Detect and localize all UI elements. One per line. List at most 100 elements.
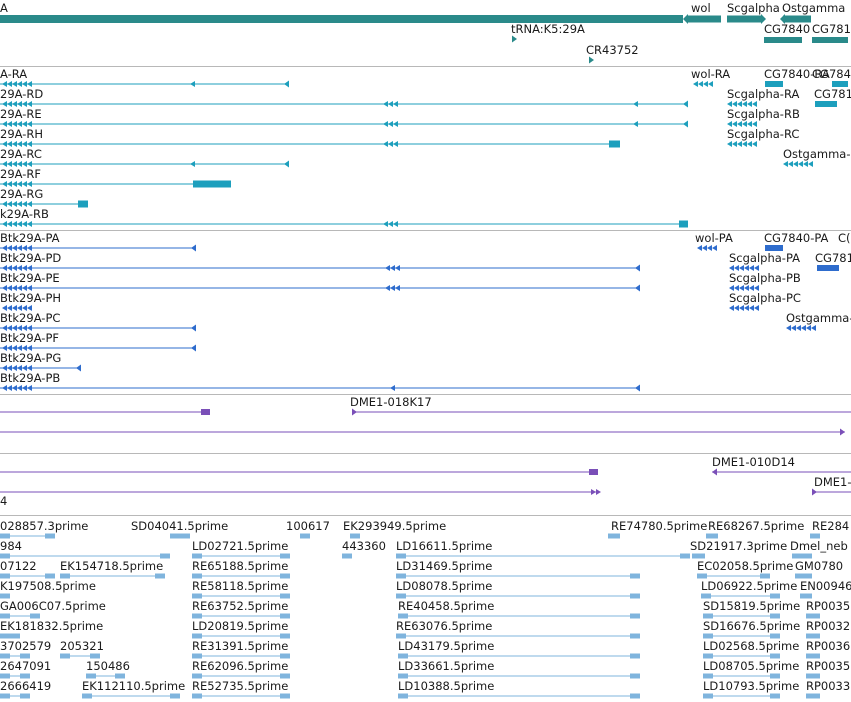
strand-arrow-left[interactable] [734, 305, 739, 311]
strand-arrow-left[interactable] [754, 305, 759, 311]
est-block[interactable] [192, 673, 202, 679]
est-block[interactable] [0, 573, 10, 579]
est-block[interactable] [810, 533, 820, 539]
strand-arrow-left[interactable] [17, 365, 22, 371]
strand-arrow-left[interactable] [744, 285, 749, 291]
strand-arrow-left[interactable] [22, 365, 27, 371]
est-label[interactable]: EK112110.5prime [82, 679, 186, 693]
est-label[interactable]: 2666419 [0, 679, 52, 693]
strand-arrow-right[interactable] [591, 489, 596, 495]
strand-arrow-right[interactable] [352, 408, 357, 416]
strand-arrow-left[interactable] [383, 221, 388, 227]
est-block[interactable] [692, 553, 705, 559]
est-block[interactable] [630, 633, 640, 639]
gene-label[interactable]: A [0, 1, 8, 15]
strand-arrow-left[interactable] [12, 81, 17, 87]
est-block[interactable] [792, 553, 812, 559]
gene-label[interactable]: Scgalpha [727, 1, 780, 15]
est-label[interactable]: RP0036 [806, 639, 851, 653]
protein-label[interactable]: Btk29A-PG [0, 351, 62, 365]
strand-arrow-left[interactable] [2, 81, 7, 87]
transcript-label[interactable]: 29A-RC [0, 147, 42, 161]
strand-arrow-left[interactable] [27, 265, 32, 271]
strand-arrow-left[interactable] [17, 305, 22, 311]
est-block[interactable] [0, 653, 10, 659]
protein-label[interactable]: CG781 [815, 251, 851, 265]
est-label[interactable]: SD04041.5prime [131, 519, 229, 533]
gene-label[interactable]: wol [691, 1, 711, 15]
gene-cg7840-bar[interactable] [764, 37, 802, 43]
strand-arrow-left[interactable] [393, 221, 398, 227]
est-block[interactable] [800, 593, 812, 599]
clone-label[interactable]: DME1- [814, 475, 851, 489]
strand-arrow-left[interactable] [2, 325, 7, 331]
est-block[interactable] [192, 653, 202, 659]
strand-arrow-left[interactable] [729, 285, 734, 291]
strand-arrow-left[interactable] [27, 345, 32, 351]
transcript-utr-block[interactable] [679, 220, 688, 228]
transcript-label[interactable]: 29A-RD [0, 87, 44, 101]
strand-arrow-left[interactable] [633, 101, 638, 107]
strand-arrow-left[interactable] [27, 325, 32, 331]
strand-arrow-left[interactable] [27, 181, 32, 187]
clone-label[interactable]: DME1-010D14 [712, 455, 795, 469]
est-block[interactable] [86, 673, 96, 679]
est-block[interactable] [350, 533, 360, 539]
est-block[interactable] [806, 673, 820, 679]
strand-arrow-left[interactable] [729, 305, 734, 311]
transcript-label[interactable]: A-RA [0, 67, 28, 81]
est-block[interactable] [630, 593, 640, 599]
est-label[interactable]: 443360 [342, 539, 386, 553]
est-label[interactable]: 028857.3prime [0, 519, 89, 533]
est-block[interactable] [706, 533, 718, 539]
strand-arrow-left[interactable] [702, 245, 707, 251]
est-block[interactable] [20, 673, 30, 679]
est-block[interactable] [806, 633, 820, 639]
strand-arrow-left[interactable] [7, 385, 12, 391]
strand-arrow-left[interactable] [806, 325, 811, 331]
strand-arrow-left[interactable] [22, 181, 27, 187]
strand-arrow-left[interactable] [190, 81, 195, 87]
strand-arrow-left[interactable] [22, 201, 27, 207]
strand-arrow-left[interactable] [27, 141, 32, 147]
strand-arrow-left[interactable] [22, 285, 27, 291]
strand-arrow-left[interactable] [2, 385, 7, 391]
est-block[interactable] [760, 573, 770, 579]
est-label[interactable]: RP0032 [806, 619, 851, 633]
transcript-label[interactable]: CG781 [814, 87, 851, 101]
gene-cg781-bar[interactable] [812, 37, 848, 43]
est-block[interactable] [806, 613, 820, 619]
strand-arrow-left[interactable] [17, 81, 22, 87]
transcript-utr-block[interactable] [609, 140, 620, 148]
strand-arrow-left[interactable] [22, 81, 27, 87]
est-label[interactable]: 984 [0, 539, 22, 553]
strand-arrow-left[interactable] [739, 265, 744, 271]
strand-arrow-left[interactable] [727, 121, 732, 127]
est-block[interactable] [160, 553, 170, 559]
strand-arrow-left[interactable] [22, 265, 27, 271]
strand-arrow-left[interactable] [22, 141, 27, 147]
est-label[interactable]: LD02721.5prime [192, 539, 289, 553]
strand-arrow-left[interactable] [742, 101, 747, 107]
strand-arrow-left[interactable] [739, 285, 744, 291]
est-block[interactable] [30, 613, 40, 619]
est-label[interactable]: SD16676.5prime [703, 619, 801, 633]
gene-label[interactable]: CG7840 [764, 22, 811, 36]
strand-arrow-left[interactable] [2, 121, 7, 127]
strand-arrow-left[interactable] [2, 265, 7, 271]
gene-label[interactable]: tRNA:K5:29A [511, 22, 585, 36]
strand-arrow-left[interactable] [683, 120, 688, 128]
est-block[interactable] [280, 613, 290, 619]
strand-arrow-left[interactable] [22, 221, 27, 227]
est-block[interactable] [192, 693, 202, 699]
est-block[interactable] [0, 613, 10, 619]
est-block[interactable] [0, 553, 10, 559]
strand-arrow-left[interactable] [27, 285, 32, 291]
strand-arrow-left[interactable] [17, 325, 22, 331]
strand-arrow-left[interactable] [2, 305, 7, 311]
strand-arrow-left[interactable] [22, 345, 27, 351]
gene-wol-bar[interactable] [688, 15, 721, 23]
protein-label[interactable]: Btk29A-PA [0, 231, 60, 245]
strand-arrow-left[interactable] [747, 121, 752, 127]
est-block[interactable] [192, 633, 202, 639]
